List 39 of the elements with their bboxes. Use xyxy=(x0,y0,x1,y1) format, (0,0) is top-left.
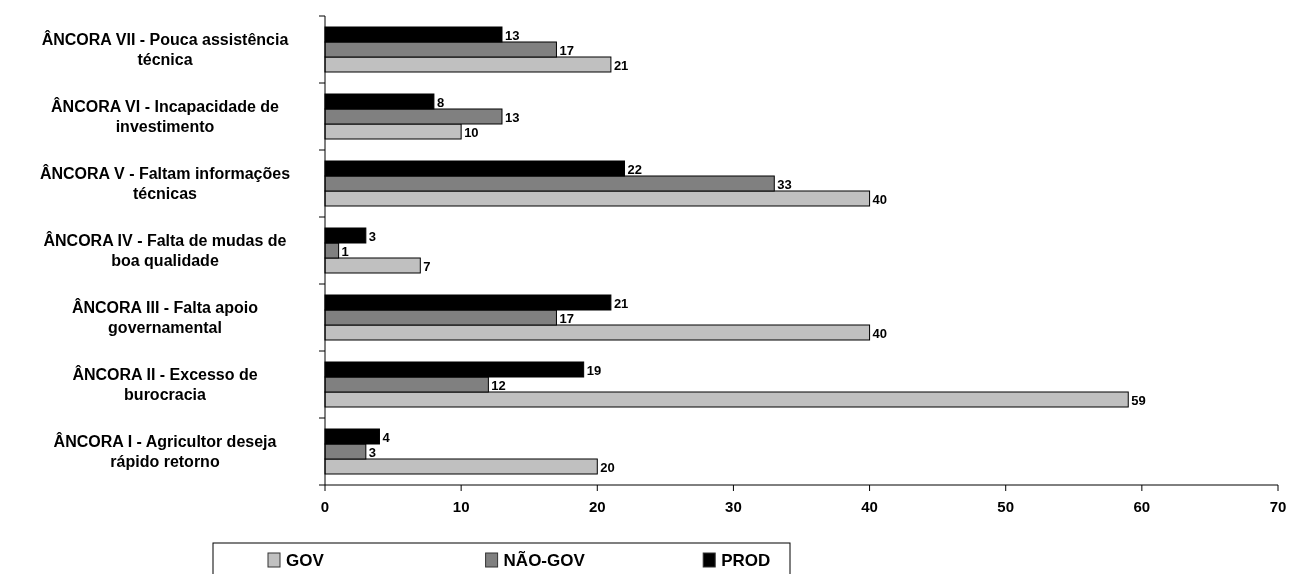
data-label: 17 xyxy=(559,42,574,58)
data-label: 40 xyxy=(872,191,888,207)
y-tick-label: ÂNCORA IV - Falta de mudas de boa qualidade xyxy=(43,230,287,269)
x-tick-label: 30 xyxy=(725,498,742,515)
data-label: 8 xyxy=(436,94,445,110)
data-label: 22 xyxy=(627,161,642,177)
x-tick-label: 10 xyxy=(452,498,470,515)
data-label: 3 xyxy=(368,228,377,244)
legend-label: NÃO-GOV xyxy=(503,550,586,570)
data-label: 1 xyxy=(341,243,349,259)
data-label: 59 xyxy=(1131,392,1146,408)
y-tick-label: ÂNCORA V - Faltam informações técnicas xyxy=(39,163,291,202)
data-label: 12 xyxy=(491,377,506,393)
x-tick-label: 40 xyxy=(861,498,878,515)
data-label: 7 xyxy=(423,258,431,274)
data-label: 21 xyxy=(613,57,629,73)
data-label: 33 xyxy=(777,176,792,192)
x-tick-label: 0 xyxy=(320,498,330,515)
y-tick-label: ÂNCORA VI - Incapacidade de investimento xyxy=(51,96,280,135)
data-label: 13 xyxy=(504,109,520,125)
data-label: 21 xyxy=(613,295,629,311)
x-tick-label: 60 xyxy=(1133,498,1151,515)
data-label: 19 xyxy=(586,362,602,378)
data-label: 4 xyxy=(382,429,391,445)
x-tick-label: 50 xyxy=(997,498,1015,515)
data-label: 3 xyxy=(368,444,377,460)
y-tick-label: ÂNCORA I - Agricultor deseja rápido retorno xyxy=(53,431,277,470)
y-tick-label: ÂNCORA VII - Pouca assistência técnica xyxy=(41,29,289,68)
data-label: 10 xyxy=(464,124,479,140)
x-tick-label: 20 xyxy=(588,498,606,515)
legend-label: PROD xyxy=(721,551,771,570)
data-label: 13 xyxy=(504,27,520,43)
legend-label: GOV xyxy=(286,551,325,570)
data-label: 20 xyxy=(600,459,615,475)
data-label: 40 xyxy=(872,325,888,341)
y-tick-label: ÂNCORA III - Falta apoio governamental xyxy=(71,297,259,336)
y-tick-label: ÂNCORA II - Excesso de burocracia xyxy=(72,364,258,403)
data-label: 17 xyxy=(559,310,574,326)
x-tick-label: 70 xyxy=(1269,498,1287,515)
